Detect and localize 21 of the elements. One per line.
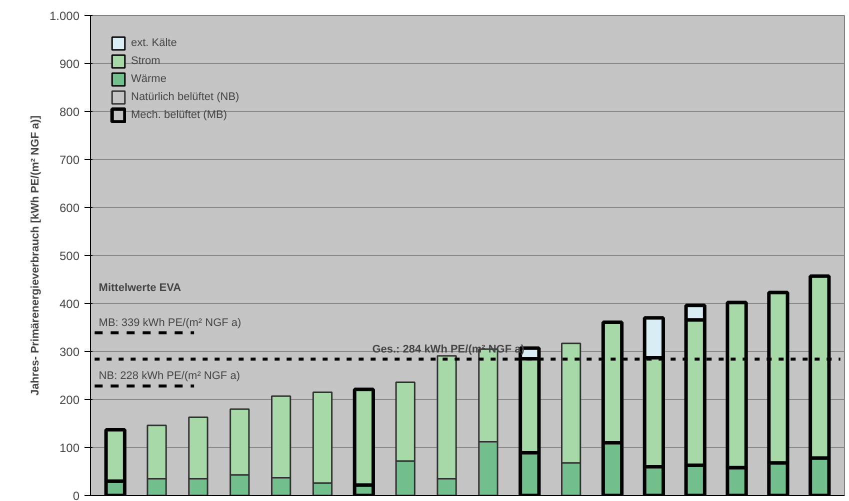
y-tick-label: 500 [59, 249, 80, 263]
y-tick-label: 300 [59, 345, 80, 359]
ref-line-label: Ges.: 284 kWh PE/(m² NGF a) [372, 343, 525, 356]
ref-line-label: MB: 339 kWh PE/(m² NGF a) [98, 316, 242, 329]
legend-label: Wärme [131, 73, 166, 85]
y-tick-label: 900 [59, 57, 80, 71]
annotation: Mittelwerte EVA [98, 282, 182, 294]
y-tick-label: 700 [59, 153, 80, 167]
y-tick-label: 200 [59, 393, 80, 407]
legend-label: ext. Kälte [131, 37, 177, 49]
y-tick-label: 1.000 [49, 9, 80, 23]
y-axis-title: Jahres- Primärenergieverbrauch [kWh PE/(m² NGF a)] [29, 115, 42, 396]
legend-label: Mech. belüftet (MB) [131, 109, 227, 121]
y-tick-label: 800 [59, 105, 80, 119]
y-tick-label: 400 [59, 297, 80, 311]
ref-line-label: NB: 228 kWh PE/(m² NGF a) [98, 370, 240, 382]
y-tick-label: 100 [59, 441, 80, 455]
y-tick-label: 0 [72, 489, 80, 501]
legend-label: Strom [131, 55, 160, 67]
y-tick-label: 600 [59, 201, 80, 215]
legend-label: Natürlich belüftet (NB) [131, 91, 240, 103]
